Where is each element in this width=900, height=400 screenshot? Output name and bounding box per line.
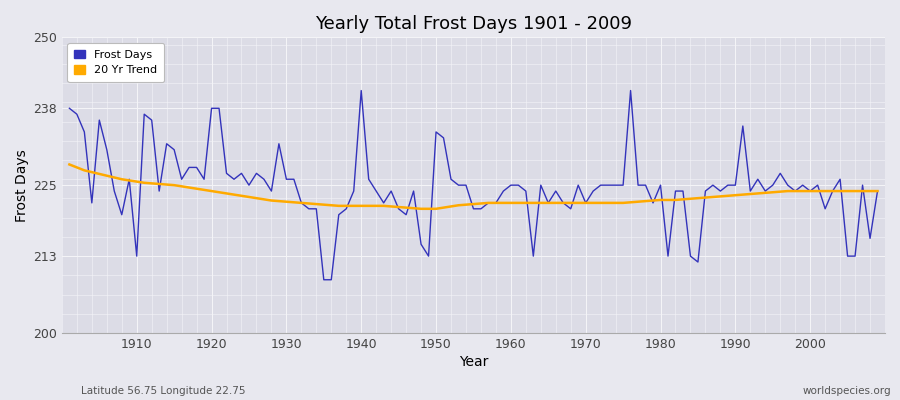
Text: worldspecies.org: worldspecies.org [803, 386, 891, 396]
Text: Latitude 56.75 Longitude 22.75: Latitude 56.75 Longitude 22.75 [81, 386, 246, 396]
Legend: Frost Days, 20 Yr Trend: Frost Days, 20 Yr Trend [68, 43, 164, 82]
Y-axis label: Frost Days: Frost Days [15, 149, 29, 222]
Title: Yearly Total Frost Days 1901 - 2009: Yearly Total Frost Days 1901 - 2009 [315, 15, 632, 33]
X-axis label: Year: Year [459, 355, 488, 369]
